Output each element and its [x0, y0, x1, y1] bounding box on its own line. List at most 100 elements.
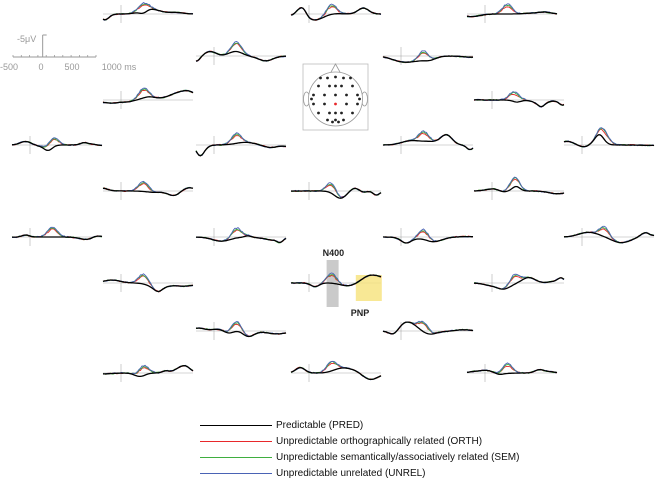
legend: Predictable (PRED) Unpredictable orthogr…	[200, 417, 580, 481]
waveform-unrel	[195, 132, 287, 156]
waveform-pred	[102, 89, 194, 104]
erp-panel	[466, 362, 558, 382]
head-map-electrode	[323, 102, 326, 106]
erp-panel	[102, 180, 194, 200]
head-map-electrode	[326, 118, 329, 122]
head-map-electrode	[310, 97, 313, 101]
waveform-pred	[564, 231, 655, 244]
head-map-nose	[330, 63, 341, 74]
waveform-pred	[291, 187, 382, 199]
waveform-pred	[474, 185, 565, 195]
erp-panel	[195, 227, 287, 246]
legend-swatch-sem	[200, 456, 272, 458]
pnp-label: PNP	[351, 308, 370, 318]
head-map-electrode	[342, 76, 345, 80]
legend-label-orth: Unpredictable orthographically related (…	[276, 435, 483, 447]
scale-bar-x-tick-label: 0	[38, 62, 43, 72]
waveform-unrel	[290, 182, 382, 198]
head-map-electrode	[334, 118, 337, 122]
erp-panel	[102, 364, 194, 382]
waveform-pred	[11, 140, 103, 152]
erp-panel	[382, 320, 474, 340]
erp-panel	[102, 273, 194, 293]
scale-bar-x-tick-label: 500	[64, 62, 79, 72]
head-map-electrode	[317, 84, 320, 88]
pnp-window	[355, 275, 382, 301]
head-map-electrode	[340, 111, 343, 115]
erp-panel	[195, 41, 287, 65]
legend-label-unrel: Unpredictable unrelated (UNREL)	[276, 467, 426, 479]
erp-panel	[466, 3, 558, 23]
erp-panel	[102, 87, 194, 109]
head-map-electrode	[317, 111, 320, 115]
waveform-pred	[382, 134, 474, 151]
waveform-pred	[466, 369, 558, 375]
waveform-pred	[196, 235, 287, 244]
waveform-pred	[291, 274, 382, 288]
scale-bar: -5μV -500 0 500 1000 ms	[0, 34, 137, 72]
waveform-pred	[290, 7, 382, 21]
head-map-electrode	[312, 102, 315, 106]
waveform-unrel	[382, 130, 474, 151]
erp-panel	[563, 127, 655, 154]
erp-panel	[11, 226, 103, 246]
erp-panel	[11, 136, 103, 154]
head-map-electrode	[326, 76, 329, 80]
erp-panel	[382, 47, 474, 65]
head-map-electrode	[312, 93, 315, 97]
head-map-electrode	[337, 120, 340, 124]
waveform-pred	[102, 8, 193, 21]
waveform-sem	[290, 361, 382, 381]
erp-panel	[382, 228, 474, 246]
head-map-electrode	[349, 76, 352, 80]
head-map-electrode	[342, 118, 345, 122]
head-map-electrode	[356, 93, 359, 97]
head-map-electrode	[334, 84, 337, 88]
waveform-pred	[382, 55, 473, 63]
head-map-electrode	[351, 111, 354, 115]
n400-label: N400	[323, 248, 345, 258]
waveform-sem	[290, 5, 381, 21]
head-map-electrode	[328, 111, 331, 115]
legend-label-pred: Predictable (PRED)	[276, 419, 364, 431]
head-map-electrode	[351, 84, 354, 88]
head-map-electrode	[328, 84, 331, 88]
erp-panel: N400 PNP	[290, 248, 382, 318]
scale-bar-x-tick-label: -500	[0, 62, 18, 72]
erp-panel	[195, 321, 287, 340]
waveform-pred	[382, 321, 474, 335]
waveform-pred	[195, 327, 287, 338]
erp-panel	[290, 182, 382, 200]
head-map-electrode	[334, 93, 337, 97]
head-map-electrode	[334, 111, 337, 115]
waveform-pred	[102, 279, 194, 293]
waveform-sem	[195, 133, 286, 156]
waveform-pred	[290, 366, 382, 381]
erp-panels: N400 PNP	[11, 2, 655, 382]
head-map-scalp	[308, 71, 363, 127]
erp-panel	[382, 130, 474, 154]
scale-bar-x-tick-label: 1000 ms	[102, 62, 137, 72]
legend-swatch-orth	[200, 440, 272, 442]
waveform-pred	[466, 11, 558, 18]
erp-panel	[473, 91, 565, 109]
erp-panel	[563, 225, 655, 246]
head-map-electrode	[345, 102, 348, 106]
legend-entry-unrel: Unpredictable unrelated (UNREL)	[200, 465, 580, 481]
erp-panel	[195, 132, 287, 157]
legend-entry-orth: Unpredictable orthographically related (…	[200, 433, 580, 449]
waveform-unrel	[473, 176, 565, 195]
legend-entry-pred: Predictable (PRED)	[200, 417, 580, 433]
waveform-pred	[473, 276, 565, 290]
waveform-pred	[102, 187, 194, 197]
waveform-pred	[383, 235, 473, 244]
legend-label-sem: Unpredictable semantically/associatively…	[276, 451, 520, 463]
legend-swatch-unrel	[200, 472, 272, 474]
head-map-electrode	[340, 84, 343, 88]
waveform-pred	[103, 365, 194, 378]
head-map-electrode	[356, 102, 359, 106]
waveform-unrel	[11, 226, 103, 241]
erp-panel	[290, 360, 382, 382]
electrode-head-map	[302, 63, 369, 131]
